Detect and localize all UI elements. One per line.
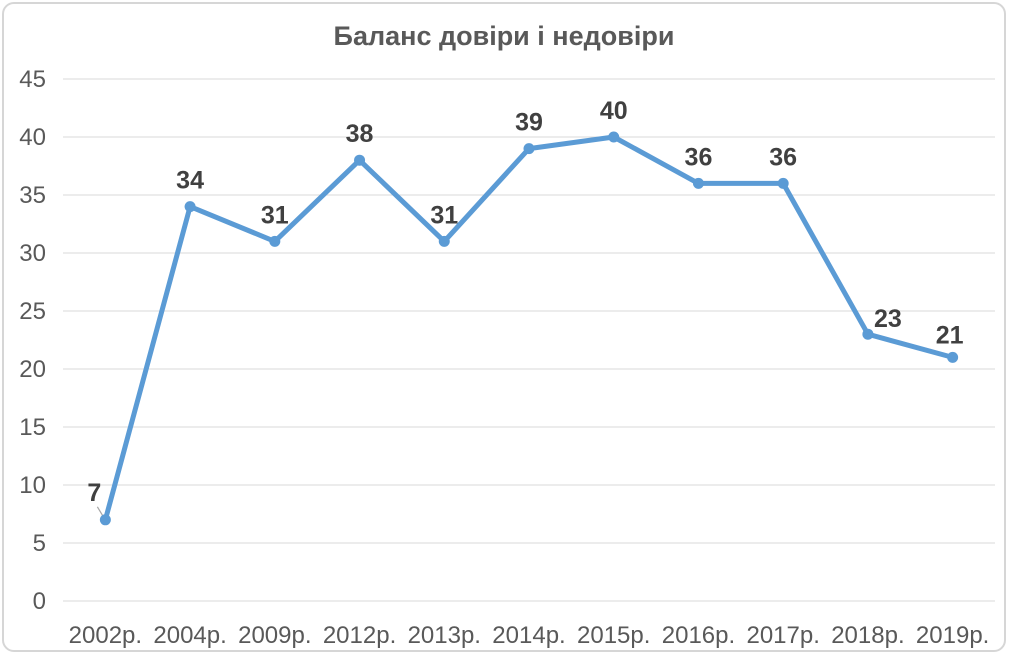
x-axis-category-label: 2015р.: [577, 622, 650, 649]
y-axis-tick-label: 15: [19, 414, 46, 441]
data-label: 39: [515, 109, 543, 137]
trend-line: [102, 134, 956, 523]
data-point-marker: [777, 177, 789, 189]
data-point-marker: [947, 351, 959, 363]
chart-title: Баланс довіри і недовіри: [333, 21, 675, 51]
data-point-marker: [608, 131, 620, 143]
x-axis-category-label: 2014р.: [492, 622, 565, 649]
y-axis-tick-label: 10: [19, 472, 46, 499]
data-label: 40: [600, 97, 628, 125]
y-axis-tick-label: 25: [19, 298, 46, 325]
x-axis-category-label: 2013р.: [408, 622, 481, 649]
data-label-leader-line: [96, 506, 104, 518]
data-point-marker: [692, 177, 704, 189]
y-axis-tick-label: 35: [19, 182, 46, 209]
data-label: 36: [769, 143, 797, 171]
y-axis-tick-label: 40: [19, 124, 46, 151]
y-axis-tick-label: 0: [33, 588, 46, 615]
data-point-marker: [438, 235, 450, 247]
x-axis-category-label: 2012р.: [323, 622, 396, 649]
y-axis-tick-label: 30: [19, 240, 46, 267]
data-point-marker: [184, 201, 196, 213]
data-label: 23: [874, 305, 902, 333]
data-point-marker: [862, 328, 874, 340]
data-point-marker: [99, 514, 111, 526]
y-axis-tick-label: 20: [19, 356, 46, 383]
y-axis-tick-label: 45: [19, 66, 46, 93]
x-axis-category-label: 2019р.: [916, 622, 989, 649]
data-label: 21: [936, 321, 964, 349]
data-label: 38: [346, 120, 374, 148]
data-label: 7: [87, 479, 101, 507]
data-label: 31: [430, 201, 458, 229]
data-point-marker: [354, 154, 366, 166]
x-axis-category-label: 2009р.: [238, 622, 311, 649]
chart-border: [2, 2, 1006, 652]
data-point-marker: [269, 235, 281, 247]
x-axis-category-label: 2004р.: [153, 622, 226, 649]
x-axis-category-label: 2018р.: [831, 622, 904, 649]
data-label: 31: [261, 201, 289, 229]
data-label: 34: [176, 167, 204, 195]
data-point-marker: [523, 143, 535, 155]
x-axis-category-label: 2016р.: [662, 622, 735, 649]
y-axis-tick-label: 5: [33, 530, 46, 557]
x-axis-category-label: 2002р.: [69, 622, 142, 649]
x-axis-category-label: 2017р.: [746, 622, 819, 649]
data-label: 36: [685, 143, 713, 171]
